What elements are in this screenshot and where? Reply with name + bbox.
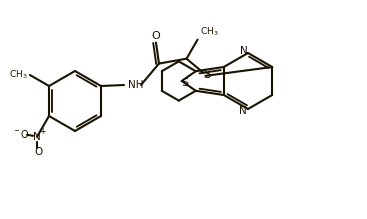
Text: S: S (181, 78, 188, 88)
Text: O: O (34, 147, 42, 157)
Text: $\mathregular{^-O}$: $\mathregular{^-O}$ (12, 128, 30, 140)
Text: N: N (240, 46, 248, 56)
Text: +: + (39, 127, 45, 136)
Text: N: N (33, 132, 41, 142)
Text: $\mathregular{CH_3}$: $\mathregular{CH_3}$ (200, 25, 218, 38)
Text: O: O (152, 31, 160, 41)
Text: N: N (239, 106, 247, 116)
Text: $\mathregular{CH_3}$: $\mathregular{CH_3}$ (9, 69, 28, 81)
Text: NH: NH (128, 80, 143, 90)
Text: S: S (204, 68, 211, 81)
